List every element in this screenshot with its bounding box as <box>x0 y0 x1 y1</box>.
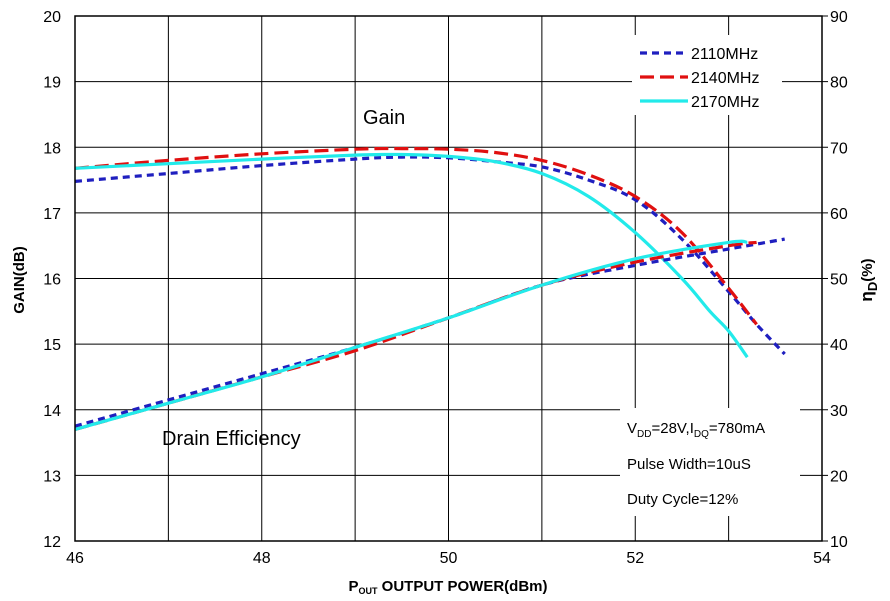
condition-vdd-idq: VDD=28V,IDQ=780mA <box>627 420 765 440</box>
y-right-tick-label: 50 <box>830 272 848 289</box>
gain-annotation: Gain <box>363 107 405 129</box>
cond-vdd-rest: =28V,I <box>651 420 693 437</box>
x-axis-title-main: P <box>348 578 358 595</box>
series-line-2170mhz-efficiency <box>74 239 748 431</box>
condition-duty-cycle: Duty Cycle=12% <box>627 491 738 508</box>
y-left-tick-label: 14 <box>43 403 61 420</box>
cond-vdd-v: V <box>627 420 637 437</box>
y-axis-right-title-main: η <box>857 291 876 301</box>
x-tick-label: 52 <box>626 550 644 567</box>
y-right-tick-label: 10 <box>830 534 848 551</box>
y-right-tick-label: 90 <box>830 9 848 26</box>
condition-box <box>620 408 800 516</box>
cond-idq-rest: =780mA <box>709 420 765 437</box>
y-axis-left-title: GAIN(dB) <box>11 246 28 314</box>
x-tick-label: 46 <box>66 550 84 567</box>
y-right-tick-label: 70 <box>830 140 848 157</box>
y-left-tick-label: 12 <box>43 534 61 551</box>
y-axis-right-title-rest: (%) <box>859 258 876 281</box>
legend: 2110MHz 2140MHz 2170MHz <box>640 46 759 111</box>
x-axis-title: POUT OUTPUT POWER(dBm) <box>348 578 547 596</box>
legend-label: 2140MHz <box>691 70 759 87</box>
y-left-tick-label: 18 <box>43 140 61 157</box>
x-axis-title-sub: OUT <box>359 586 379 596</box>
y-left-tick-label: 17 <box>43 206 61 223</box>
series-line-2140mhz-gain <box>74 146 758 326</box>
y-right-tick-label: 40 <box>830 337 848 354</box>
y-left-tick-label: 19 <box>43 75 61 92</box>
cond-vdd-sub: DD <box>637 429 651 440</box>
x-tick-label: 48 <box>253 550 271 567</box>
x-axis-title-rest: OUTPUT POWER(dBm) <box>378 578 548 595</box>
series-line-2170mhz-gain <box>74 152 749 359</box>
series-lines <box>74 146 786 431</box>
condition-pulse-width: Pulse Width=10uS <box>627 456 751 473</box>
y-left-tick-label: 16 <box>43 272 61 289</box>
cond-idq-sub: DQ <box>694 429 709 440</box>
plot-frame <box>74 15 823 542</box>
y-right-tick-label: 60 <box>830 206 848 223</box>
y-left-tick-label: 13 <box>43 468 61 485</box>
y-axis-right-title-sub: D <box>865 282 880 291</box>
y-right-tick-label: 80 <box>830 75 848 92</box>
x-tick-label: 50 <box>440 550 458 567</box>
y-right-tick-label: 30 <box>830 403 848 420</box>
efficiency-annotation: Drain Efficiency <box>162 428 301 450</box>
legend-label: 2110MHz <box>691 46 758 63</box>
legend-label: 2170MHz <box>691 94 759 111</box>
y-right-tick-label: 20 <box>830 468 848 485</box>
y-axis-right-title: ηD(%) <box>857 258 880 301</box>
y-left-tick-label: 15 <box>43 337 61 354</box>
series-line-2110mhz-gain <box>74 155 786 356</box>
tick-labels: 46 48 50 52 54 12 13 14 15 16 17 18 19 20 10 20 30 40 50 60… <box>43 9 848 567</box>
x-tick-label: 54 <box>813 550 831 567</box>
y-left-tick-label: 20 <box>43 9 61 26</box>
